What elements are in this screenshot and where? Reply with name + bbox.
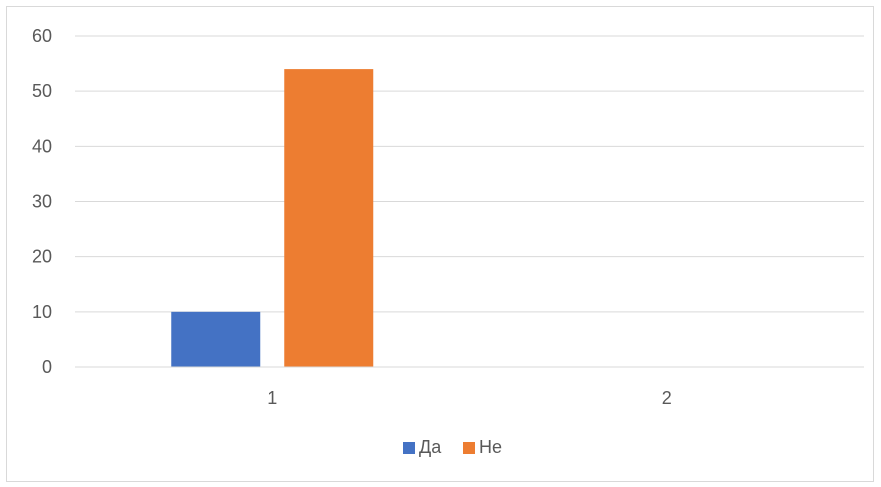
bars (171, 69, 374, 367)
y-tick-label: 60 (32, 26, 52, 46)
y-axis: 0 10 20 30 40 50 60 (32, 26, 52, 377)
legend-swatch-Не (463, 442, 475, 454)
bar-Да-1 (171, 311, 261, 367)
y-tick-label: 20 (32, 247, 52, 267)
legend-label: Да (419, 437, 442, 457)
y-tick-label: 0 (42, 357, 52, 377)
y-tick-label: 50 (32, 81, 52, 101)
x-tick-label: 2 (662, 388, 672, 408)
legend: Да Не (403, 437, 502, 457)
legend-label: Не (479, 437, 502, 457)
x-tick-label: 1 (267, 388, 277, 408)
y-tick-label: 10 (32, 302, 52, 322)
y-tick-label: 30 (32, 192, 52, 212)
bar-Не-1 (284, 69, 374, 367)
y-tick-label: 40 (32, 136, 52, 156)
chart-frame (6, 6, 874, 482)
legend-swatch-Да (403, 442, 415, 454)
